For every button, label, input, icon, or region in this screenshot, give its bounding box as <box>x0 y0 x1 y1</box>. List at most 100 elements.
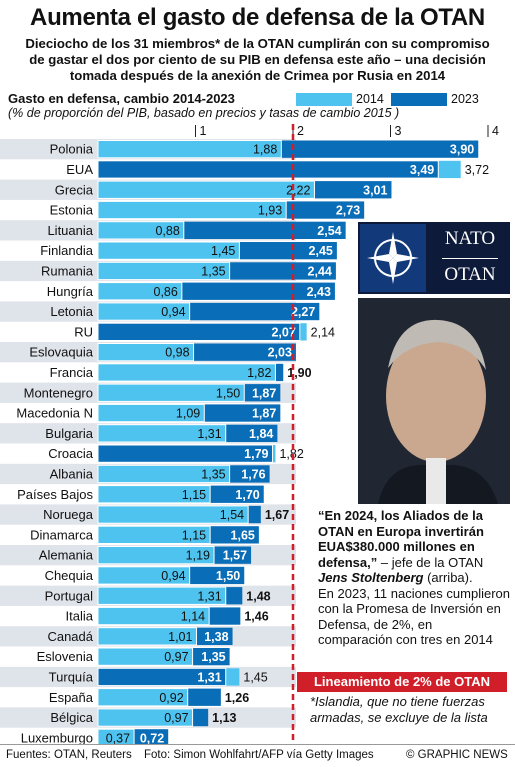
value-label-2014: 0,97 <box>164 711 188 725</box>
value-label-2023: 0,72 <box>140 731 164 744</box>
bar-2014 <box>97 343 195 362</box>
category-label: Chequia <box>45 568 94 583</box>
value-label-2023: 1,90 <box>287 366 311 380</box>
bar-2014 <box>97 688 189 707</box>
bars <box>97 140 479 744</box>
value-label-2023: 1,87 <box>252 407 276 421</box>
bar-2014 <box>97 302 191 321</box>
value-label-2023: 1,65 <box>231 528 255 542</box>
quote-attribution-post: (arriba). <box>427 570 473 585</box>
category-label: Países Bajos <box>17 487 93 502</box>
category-label: Letonia <box>50 304 93 319</box>
bar-chart: 1 2 3 4 1,88 3,90 3,49 3,72 2,22 3,01 1,93 2,73 0,8… <box>0 124 499 744</box>
value-label-2023: 2,73 <box>336 204 360 218</box>
value-label-2014: 2,14 <box>311 325 335 339</box>
value-label-2014: 0,86 <box>154 285 178 299</box>
value-label-2014: 0,94 <box>161 305 185 319</box>
value-label-2014: 1,15 <box>182 488 206 502</box>
value-label-2014: 1,31 <box>197 427 221 441</box>
category-label: Macedonia N <box>16 406 93 421</box>
bar-2014 <box>97 647 194 666</box>
bar-2014 <box>97 464 231 484</box>
axis-tick-label: 4 <box>492 124 499 138</box>
bar-2014 <box>97 505 249 524</box>
category-label: Finlandia <box>40 243 94 258</box>
value-label-2014: 1,31 <box>197 589 221 603</box>
value-label-2023: 3,01 <box>363 183 387 197</box>
category-label: Turquía <box>49 669 94 684</box>
footer-sources: Fuentes: OTAN, Reuters <box>6 749 132 761</box>
value-label-2023: 1,70 <box>235 488 259 502</box>
category-label: RU <box>74 324 93 339</box>
bar-2014 <box>97 403 205 423</box>
axis-ticks: 1 2 3 4 <box>195 124 499 138</box>
quote-name: Jens Stoltenberg <box>318 570 424 585</box>
legend-label-2014: 2014 <box>356 92 384 106</box>
axis-tick-label: 3 <box>395 124 402 138</box>
bar-2014 <box>97 606 210 626</box>
chart-subtitle: (% de proporción del PIB, basado en prec… <box>8 106 400 120</box>
logo-text-nato: NATO <box>444 228 496 249</box>
quote-attribution-pre: – jefe de la OTAN <box>380 554 484 570</box>
value-label-2014: 2,22 <box>286 183 310 197</box>
value-label-2023: 2,44 <box>308 264 332 278</box>
nato-compass-icon <box>360 224 426 292</box>
category-label: Luxemburgo <box>21 730 93 744</box>
value-label-2023: 1,76 <box>241 467 265 481</box>
page-title: Aumenta el gasto de defensa de la OTAN <box>30 4 485 31</box>
value-label-2014: 1,35 <box>201 467 225 481</box>
guideline-label: Lineamiento de 2% de OTAN <box>297 672 507 692</box>
value-label-2014: 1,93 <box>258 204 282 218</box>
quote-text: “En 2024, los Aliados de la OTAN en Euro… <box>318 508 484 570</box>
value-label-2014: 1,09 <box>176 407 200 421</box>
value-label-2014: 1,14 <box>181 610 205 624</box>
value-label-2023: 2,27 <box>291 305 315 319</box>
category-label: Polonia <box>50 142 94 157</box>
bar-2014 <box>97 566 191 585</box>
page-subtitle: Dieciocho de los 31 miembros* de la OTAN… <box>6 36 509 84</box>
axis-tick-label: 2 <box>297 124 304 138</box>
value-label-2014: 1,54 <box>220 508 244 522</box>
value-label-2023: 1,35 <box>201 650 225 664</box>
value-label-2023: 1,57 <box>223 549 247 563</box>
bar-2014 <box>97 525 211 545</box>
chart-title: Gasto en defensa, cambio 2014-2023 <box>8 91 235 106</box>
value-label-2023: 2,43 <box>307 285 331 299</box>
bar-2023 <box>97 160 439 179</box>
category-label: Lituania <box>47 223 93 238</box>
legend-swatch-2014 <box>296 93 352 106</box>
value-label-2014: 1,15 <box>182 528 206 542</box>
value-label-2014: 0,94 <box>161 569 185 583</box>
value-label-2023: 2,07 <box>271 325 295 339</box>
value-label-2014: 1,82 <box>247 366 271 380</box>
footer: Fuentes: OTAN, Reuters Foto: Simon Wohlf… <box>0 744 515 767</box>
value-label-2023: 2,03 <box>268 346 292 360</box>
category-label: Hungría <box>47 284 94 299</box>
category-label: Albania <box>50 466 94 481</box>
portrait-photo <box>358 298 510 504</box>
bar-2014 <box>97 485 211 504</box>
category-label: Dinamarca <box>30 527 94 542</box>
value-label-2014: 1,35 <box>201 264 225 278</box>
bar-2014 <box>97 424 227 443</box>
quote-box: “En 2024, los Aliados de la OTAN en Euro… <box>318 508 510 648</box>
value-label-2014: 1,01 <box>168 630 192 644</box>
category-label: Eslovaquia <box>29 345 93 360</box>
bar-2014 <box>97 627 197 646</box>
category-labels: Polonia EUA Grecia Estonia Lituania Finlandia… <box>16 142 93 744</box>
value-label-2023: 2,45 <box>309 244 333 258</box>
footer-photo-credit: Foto: Simon Wohlfahrt/AFP vía Getty Imag… <box>144 749 374 761</box>
value-label-2023: 1,87 <box>252 386 276 400</box>
value-label-2023: 1,84 <box>249 427 273 441</box>
value-label-2014: 0,97 <box>164 650 188 664</box>
category-label: Francia <box>50 365 94 380</box>
category-label: Italia <box>66 609 94 624</box>
value-label-2023: 1,50 <box>216 569 240 583</box>
bar-2014 <box>97 586 227 605</box>
bar-2014 <box>97 200 287 220</box>
bar-2014 <box>97 282 183 301</box>
logo-divider <box>442 258 498 259</box>
value-labels: 1,88 3,90 3,49 3,72 2,22 3,01 1,93 2,73 0,88 2,54… <box>106 143 489 744</box>
bar-2014 <box>97 546 215 565</box>
category-label: Rumania <box>41 263 94 278</box>
